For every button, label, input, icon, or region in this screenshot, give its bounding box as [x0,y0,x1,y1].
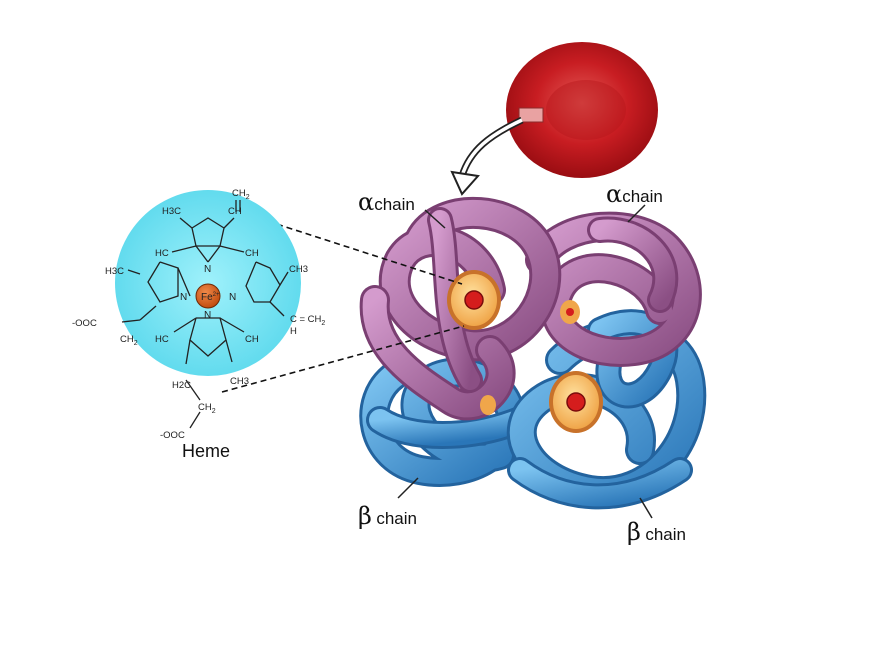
iron-charge: 2+ [213,292,220,298]
carboxylate-bottom: -OOC [160,430,185,441]
heme-structure: Fe2+ N N N N CH2 CH H3C H3C CH3 CH3 HC C… [72,188,325,441]
leader-beta-right [639,497,653,519]
leader-beta-left [397,477,419,499]
nitrogen-right: N [229,292,236,303]
vinyl-right-h: H [290,326,297,337]
top-vinyl-group: CH2 [232,188,250,201]
iron-atom [195,283,221,309]
alpha-symbol: α [606,180,623,208]
leader-alpha-right [627,204,646,223]
leader-alpha-left [424,209,446,229]
ch2-left: CH2 [120,334,138,347]
methyl-top-left: H3C [162,206,181,217]
beta-symbol: β [358,502,372,530]
methyl-bottom: CH3 [230,376,249,387]
nitrogen-bottom: N [204,310,211,321]
beta-chain-left-label: β chain [358,502,417,530]
heme-disc-beta-right [549,371,603,433]
alpha-chain-right-label: αchain [606,180,663,208]
alpha-chain-right [525,211,702,367]
methyl-left: H3C [105,266,124,277]
hc-left-top: HC [155,248,169,259]
heme-disc-beta-left [480,395,496,415]
top-ch-group: CH [228,206,242,217]
zoom-region-box [518,107,544,123]
ch-right-bottom: CH [245,334,259,345]
h2c-bottom: H2C [172,380,191,391]
hc-left-bottom: HC [155,334,169,345]
chain-word: chain [376,509,417,528]
heme-disc-alpha-left [447,270,501,330]
red-blood-cell [506,42,658,178]
alpha-chain-left-label: αchain [358,188,415,216]
heme-circle [115,190,301,376]
chain-word: chain [622,187,663,206]
ch2-bottom: CH2 [198,402,216,415]
ch-right-top: CH [245,248,259,259]
alpha-symbol: α [358,188,375,216]
vinyl-right-group: C = CH2 [290,314,325,327]
chain-word: chain [645,525,686,544]
dashed-line-top [257,217,463,285]
heme-label: Heme [182,441,231,461]
beta-chain-right-label: β chain [627,518,686,546]
carboxylate-left: -OOC [72,318,97,329]
beta-symbol: β [627,518,641,546]
iron-label: Fe [201,292,213,303]
methyl-right: CH3 [289,264,308,275]
dashed-line-bottom [221,325,465,393]
nitrogen-left: N [180,292,187,303]
heme-disc-alpha-right [560,300,580,324]
chain-word: chain [374,195,415,214]
nitrogen-top: N [204,264,211,275]
zoom-arrow [450,116,524,196]
beta-chain-left [359,357,534,487]
svg-text:Fe2+: Fe2+ [201,292,220,303]
